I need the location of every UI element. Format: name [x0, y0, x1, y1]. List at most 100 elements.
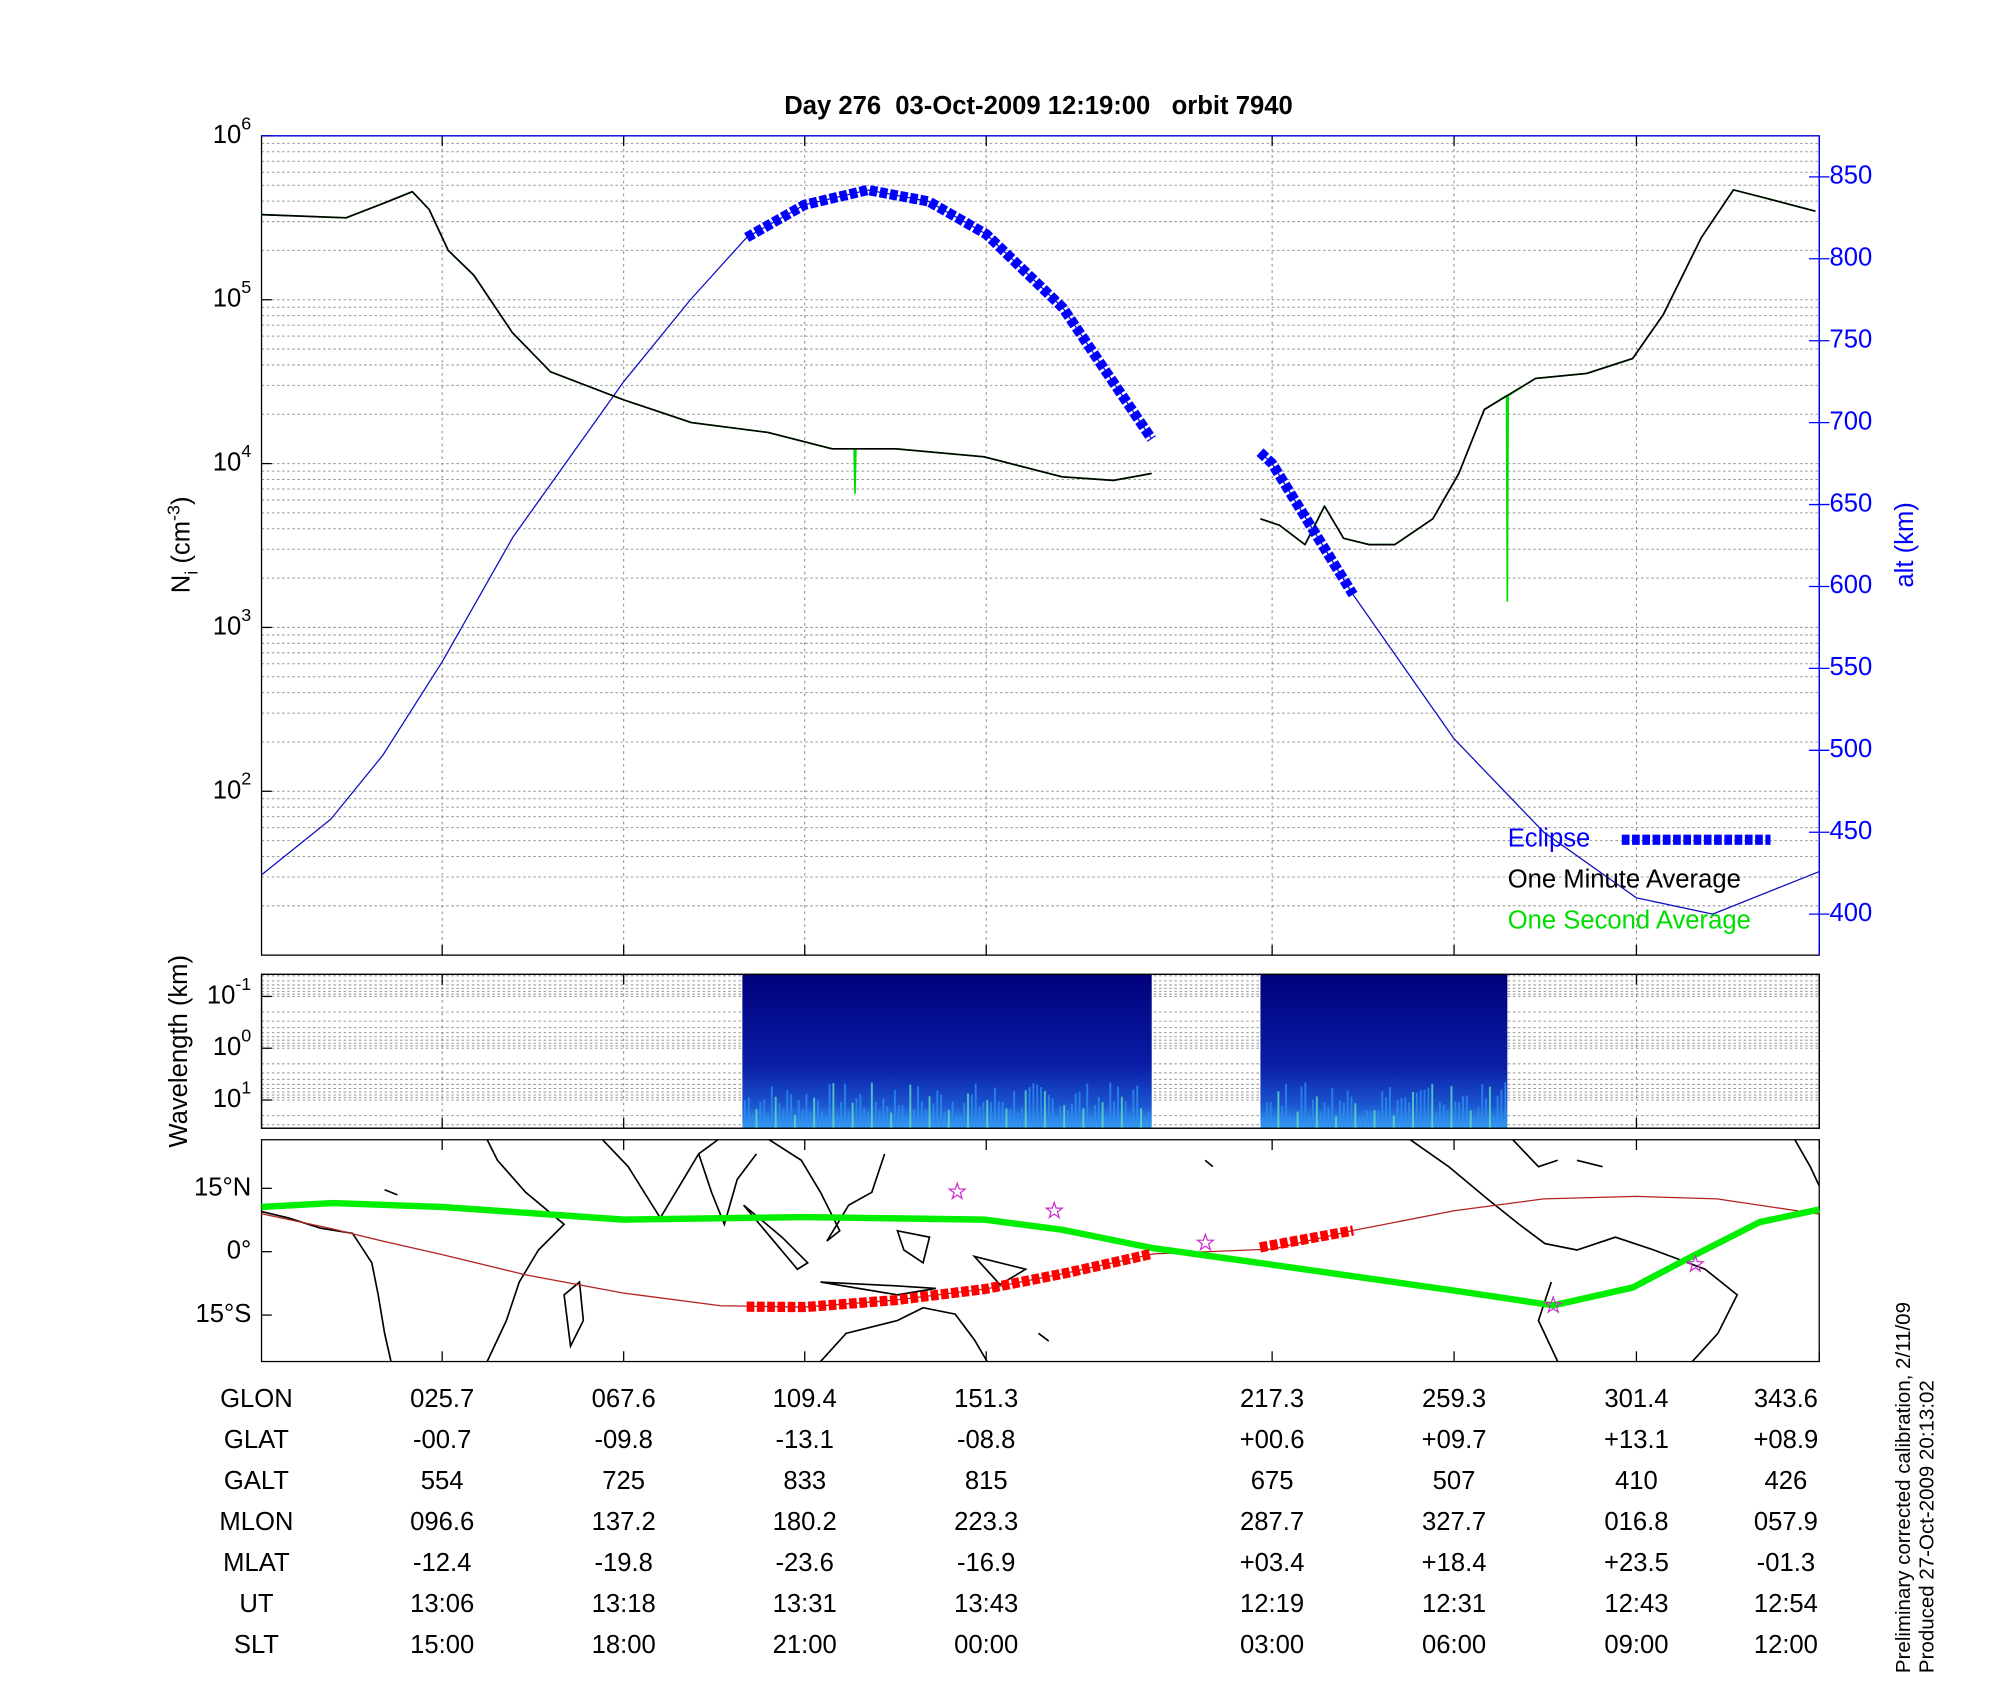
- table-cell: 180.2: [773, 1508, 837, 1536]
- table-cell: 301.4: [1604, 1385, 1668, 1413]
- table-cell: 287.7: [1240, 1508, 1304, 1536]
- star-marker: [1044, 1200, 1065, 1219]
- y-tick-label: 0°: [227, 1236, 252, 1264]
- table-cell: 259.3: [1422, 1385, 1486, 1413]
- legend-label: One Minute Average: [1508, 866, 1741, 894]
- table-cell: +03.4: [1240, 1549, 1305, 1577]
- y-tick-label-base: 10: [213, 121, 242, 149]
- spectrogram-block: [1260, 974, 1508, 1129]
- table-cell: +00.6: [1240, 1426, 1305, 1454]
- star-marker: [1685, 1254, 1706, 1273]
- table-cell: 13:31: [773, 1590, 837, 1618]
- y-tick-label-exp: 4: [241, 441, 251, 461]
- star-marker: [947, 1181, 967, 1201]
- y-tick-label-base: 0°: [227, 1236, 252, 1264]
- table-cell: -00.7: [413, 1426, 471, 1454]
- axes-frame: [260, 973, 1820, 1129]
- y-tick-label-exp: 3: [241, 605, 251, 625]
- table-cell: 13:18: [592, 1590, 656, 1618]
- legend-label: One Second Average: [1508, 907, 1751, 935]
- y2-tick-label: 550: [1829, 653, 1872, 681]
- table-cell: 223.3: [954, 1508, 1018, 1536]
- table-cell: 12:54: [1754, 1590, 1818, 1618]
- series-line: [746, 1225, 1354, 1313]
- table-row-label: GLAT: [224, 1426, 289, 1454]
- table-cell: 21:00: [773, 1631, 837, 1659]
- table-cell: -23.6: [776, 1549, 834, 1577]
- table-cell: 327.7: [1422, 1508, 1486, 1536]
- series-line: [744, 184, 1358, 598]
- y-label-base: N: [168, 575, 196, 594]
- y2-tick-label: 700: [1829, 407, 1872, 435]
- y2-tick-label: 600: [1829, 571, 1872, 599]
- chart-title: Day 276 03-Oct-2009 12:19:00 orbit 7940: [784, 92, 1293, 120]
- y-tick-label: 10-1: [207, 974, 251, 1010]
- y-tick-label-base: 10: [213, 448, 242, 476]
- table-cell: 12:00: [1754, 1631, 1818, 1659]
- y-axis-label: Ni (cm-3): [163, 496, 201, 593]
- y-tick-label-base: 10: [213, 1033, 242, 1061]
- table-cell: -08.8: [957, 1426, 1015, 1454]
- y-label-unit: (cm: [168, 521, 196, 571]
- y-tick-label-exp: 5: [241, 277, 251, 297]
- table-cell: 13:43: [954, 1590, 1018, 1618]
- table-cell: 13:06: [410, 1590, 474, 1618]
- y-tick-label: 15°N: [194, 1173, 251, 1201]
- table-cell: -16.9: [957, 1549, 1015, 1577]
- y-tick-label: 104: [213, 441, 252, 477]
- star-marker: [1195, 1232, 1216, 1252]
- table-cell: 217.3: [1240, 1385, 1304, 1413]
- table-cell: 06:00: [1422, 1631, 1486, 1659]
- table-cell: 00:00: [954, 1631, 1018, 1659]
- y-tick-label-base: 15°S: [195, 1300, 251, 1328]
- table-row-label: UT: [239, 1590, 274, 1618]
- coastlines: [261, 1139, 1820, 1363]
- table-cell: 057.9: [1754, 1508, 1818, 1536]
- table-cell: 15:00: [410, 1631, 474, 1659]
- y2-tick-label: 450: [1829, 817, 1872, 845]
- table-cell: 426: [1765, 1467, 1808, 1495]
- table-cell: 137.2: [592, 1508, 656, 1536]
- table-cell: 067.6: [592, 1385, 656, 1413]
- y-tick-label: 105: [213, 277, 252, 313]
- y-label-end: ): [168, 496, 196, 505]
- table-cell: 815: [965, 1467, 1008, 1495]
- table-cell: 016.8: [1604, 1508, 1668, 1536]
- table-cell: 096.6: [410, 1508, 474, 1536]
- y-tick-label-base: 10: [207, 981, 236, 1009]
- table-cell: +23.5: [1604, 1549, 1669, 1577]
- table-cell: -01.3: [1757, 1549, 1815, 1577]
- table-cell: 12:43: [1604, 1590, 1668, 1618]
- y-tick-label-exp: 0: [241, 1025, 251, 1045]
- table-cell: 554: [421, 1467, 464, 1495]
- y-tick-label-exp: -1: [235, 974, 251, 994]
- y-tick-label-base: 15°N: [194, 1173, 251, 1201]
- y-tick-label: 101: [213, 1077, 252, 1113]
- y-tick-label: 106: [213, 113, 252, 149]
- star-marker: [1543, 1295, 1564, 1314]
- y-tick-label-exp: 1: [241, 1077, 251, 1097]
- table-cell: 12:31: [1422, 1590, 1486, 1618]
- footer-note: Preliminary corrected calibration, 2/11/…: [1892, 1302, 1915, 1673]
- table-cell: 833: [783, 1467, 826, 1495]
- y-label-sup: -3: [163, 505, 183, 521]
- table-cell: -13.1: [776, 1426, 834, 1454]
- y-tick-label-base: 10: [213, 776, 242, 804]
- y-tick-label: 100: [213, 1025, 252, 1061]
- series-line: [261, 1199, 1820, 1309]
- y-tick-label-base: 10: [213, 285, 242, 313]
- y2-tick-label: 400: [1829, 899, 1872, 927]
- table-cell: 725: [602, 1467, 645, 1495]
- table-cell: 675: [1251, 1467, 1294, 1495]
- y-tick-label: 103: [213, 605, 252, 641]
- table-cell: 03:00: [1240, 1631, 1304, 1659]
- y-tick-label-base: 10: [213, 1085, 242, 1113]
- table-row-label: GLON: [220, 1385, 293, 1413]
- y2-axis-label: alt (km): [1891, 502, 1919, 587]
- y-tick-label-base: 10: [213, 612, 242, 640]
- table-cell: +09.7: [1422, 1426, 1487, 1454]
- y-tick-label: 15°S: [195, 1300, 251, 1328]
- table-row-label: GALT: [224, 1467, 289, 1495]
- footer-note: Produced 27-Oct-2009 20:13:02: [1915, 1380, 1938, 1673]
